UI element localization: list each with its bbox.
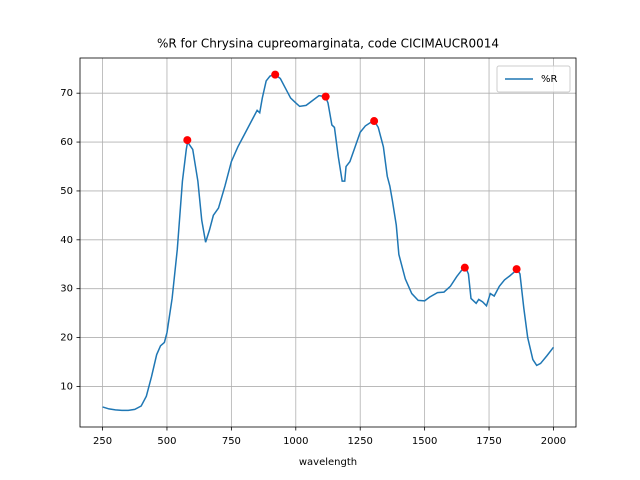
chart-title: %R for Chrysina cupreomarginata, code CI… [157,37,499,51]
x-tick-label: 250 [93,436,112,447]
y-tick-label: 60 [60,137,73,148]
peak-marker [321,92,330,101]
y-tick-label: 10 [60,381,73,392]
x-tick-label: 500 [157,436,176,447]
y-tick-label: 30 [60,284,73,295]
plot-frame [79,57,577,428]
legend-box [496,65,571,93]
y-tick-label: 70 [60,88,73,99]
x-axis-label: wavelength [299,457,357,468]
peak-marker [183,136,192,145]
peak-marker [512,265,521,274]
peak-marker [460,263,469,272]
peak-marker [271,70,280,79]
legend-label: %R [541,74,558,85]
peak-marker [370,117,379,126]
y-tick-label: 20 [60,333,73,344]
x-tick-label: 1750 [476,436,501,447]
x-tick-label: 1250 [347,436,372,447]
x-tick-label: 750 [222,436,241,447]
y-tick-label: 40 [60,235,73,246]
x-tick-label: 1500 [412,436,437,447]
data-line [102,73,555,412]
y-tick-label: 50 [60,186,73,197]
x-tick-label: 1000 [283,436,308,447]
x-tick-label: 2000 [541,436,566,447]
